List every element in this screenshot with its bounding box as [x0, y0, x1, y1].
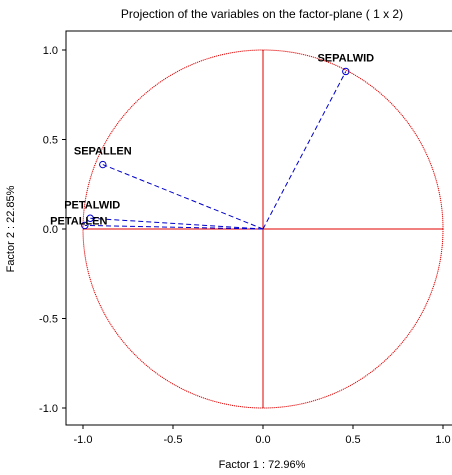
label-sepallen: SEPALLEN [74, 146, 132, 158]
x-axis-title: Factor 1 : 72.96% [219, 459, 306, 471]
plot-frame [65, 30, 452, 426]
y-tick-label: 1.0 [43, 45, 58, 57]
label-sepalwid: SEPALWID [317, 52, 374, 64]
x-tick-label: 0.0 [255, 434, 270, 446]
y-tick-label: -1.0 [39, 403, 58, 415]
point-sepallen [99, 160, 107, 169]
vector-petallen [84, 224, 264, 230]
x-tick-label: -1.0 [74, 434, 93, 446]
label-petallen: PETALLEN [50, 215, 107, 227]
vector-sepallen [102, 164, 264, 230]
y-tick-label: 0.0 [43, 224, 58, 236]
x-tick-label: -0.5 [164, 434, 183, 446]
y-tick-label: -0.5 [39, 314, 58, 326]
chart-title: Projection of the variables on the facto… [121, 7, 403, 21]
x-tick-label: 0.5 [345, 434, 360, 446]
vector-sepalwid [262, 71, 347, 230]
x-tick-label: 1.0 [435, 434, 450, 446]
y-axis-ticks: 1.0 0.5 0.0 -0.5 -1.0 [39, 45, 66, 415]
y-axis-title: Factor 2 : 22.85% [5, 185, 17, 272]
variable-vectors-layer: SEPALWID SEPALLEN PETALWID PETALLEN [50, 52, 374, 230]
x-axis-ticks: -1.0 -0.5 0.0 0.5 1.0 [74, 425, 451, 446]
vector-petalwid [90, 217, 264, 230]
label-petalwid: PETALWID [64, 199, 120, 211]
point-petalwid [86, 214, 94, 222]
point-petallen [81, 221, 89, 230]
point-sepalwid [342, 67, 350, 76]
y-tick-label: 0.5 [43, 135, 58, 147]
